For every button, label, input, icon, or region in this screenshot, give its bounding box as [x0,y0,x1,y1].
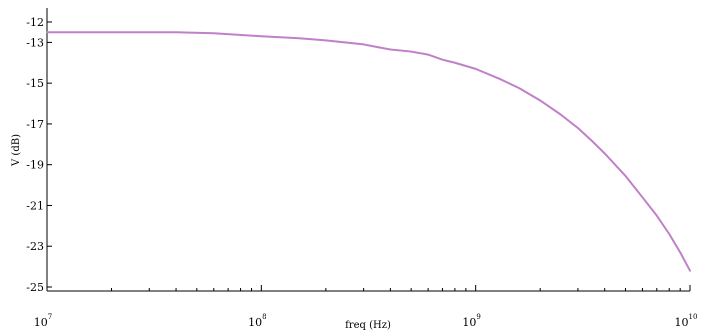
y-ticks: -12 -13 -15 -17 -19 -21 -23 -25 [26,16,52,294]
x-tick-label: 108 [248,313,266,329]
y-tick-label: -23 [26,240,44,253]
y-tick-label: -15 [26,77,44,90]
x-tick-label-exp: 7 [48,313,52,321]
x-tick-label-base: 10 [34,316,48,329]
y-tick-label: -25 [26,281,44,294]
x-ticks: 107 108 109 1010 [34,285,698,329]
x-axis-label: freq (Hz) [345,320,391,331]
x-tick-label-base: 10 [462,316,476,329]
x-tick-label-exp: 8 [262,313,266,321]
axes [46,8,690,292]
x-tick-label-exp: 9 [476,313,480,321]
y-tick-label: -21 [26,199,44,212]
x-minor-ticks [111,288,681,291]
y-tick-label: -13 [26,36,44,49]
y-tick-label: -17 [26,118,44,131]
x-tick-label: 1010 [675,313,698,329]
x-tick-label: 109 [462,313,480,329]
y-tick-label: -12 [26,16,44,29]
series-line [46,31,691,272]
x-tick-label: 107 [34,313,52,329]
y-axis-label: V (dB) [11,134,22,167]
x-tick-label-base: 10 [675,316,689,329]
series [46,31,691,272]
y-tick-label: -19 [26,159,44,172]
x-tick-label-exp: 10 [689,313,698,321]
x-tick-label-base: 10 [248,316,262,329]
